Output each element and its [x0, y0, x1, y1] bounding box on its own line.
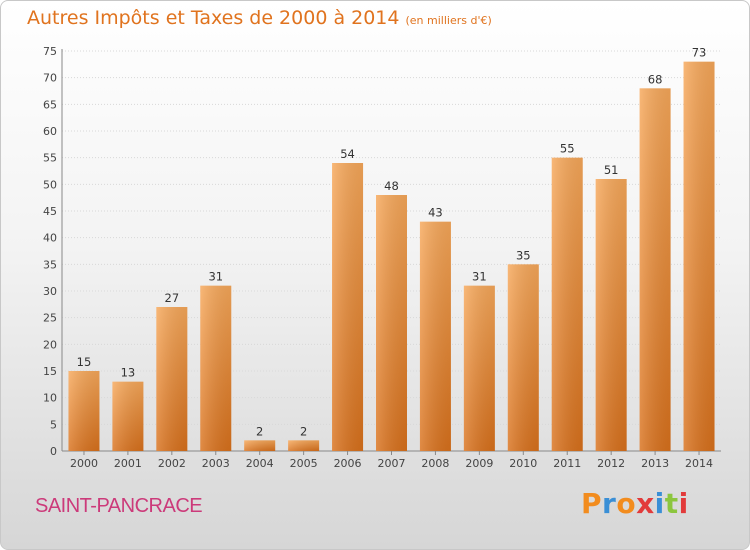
x-tick-label: 2002: [158, 457, 186, 470]
bar-shade: [419, 221, 451, 451]
logo-letter: i: [678, 487, 689, 520]
value-label: 48: [384, 179, 399, 193]
y-tick-label: 60: [43, 125, 57, 138]
x-tick-label: 2000: [70, 457, 98, 470]
x-tick-label: 2004: [246, 457, 274, 470]
value-label: 51: [604, 163, 619, 177]
y-tick-label: 65: [43, 98, 57, 111]
y-tick-label: 45: [43, 205, 57, 218]
y-tick-label: 70: [43, 72, 57, 85]
bar-shade: [639, 88, 671, 451]
chart-title: Autres Impôts et Taxes de 2000 à 2014 (en…: [27, 7, 492, 29]
y-tick-label: 30: [43, 285, 57, 298]
logo-letter: i: [654, 487, 665, 520]
value-label: 73: [692, 46, 707, 60]
y-tick-label: 20: [43, 338, 57, 351]
proxiti-logo: Proxiti: [581, 487, 689, 520]
x-tick-label: 2010: [509, 457, 537, 470]
value-label: 27: [165, 291, 180, 305]
x-tick-label: 2003: [202, 457, 230, 470]
bar-shade: [112, 381, 144, 451]
value-label: 35: [516, 248, 531, 262]
x-tick-label: 2012: [597, 457, 625, 470]
y-tick-label: 50: [43, 178, 57, 191]
y-tick-label: 15: [43, 365, 57, 378]
commune-name: SAINT-PANCRACE: [35, 495, 203, 517]
value-label: 31: [472, 270, 487, 284]
bar-shade: [595, 179, 627, 451]
logo-letter: P: [581, 487, 603, 520]
chart-title-text: Autres Impôts et Taxes de 2000 à 2014: [27, 7, 400, 29]
value-label: 43: [428, 206, 443, 220]
x-tick-label: 2008: [421, 457, 449, 470]
value-label: 68: [648, 72, 663, 86]
y-tick-label: 75: [43, 45, 57, 58]
value-labels: 15 13 27 31 2 2 54 48 43 31 35 55 51 68 73: [77, 46, 707, 439]
x-tick-label: 2013: [641, 457, 669, 470]
bars: [68, 61, 715, 452]
x-tick-label: 2005: [290, 457, 318, 470]
x-tick-label: 2009: [465, 457, 493, 470]
x-tick-label: 2014: [685, 457, 713, 470]
x-tick-label: 2007: [378, 457, 406, 470]
bar-shade: [244, 440, 276, 451]
x-tick-label: 2011: [553, 457, 581, 470]
value-label: 54: [340, 147, 355, 161]
y-tick-label: 35: [43, 258, 57, 271]
x-tick-label: 2001: [114, 457, 142, 470]
x-tick-label: 2006: [334, 457, 362, 470]
y-tick-label: 55: [43, 152, 57, 165]
bar-shade: [376, 195, 407, 451]
y-tick-label: 40: [43, 232, 57, 245]
logo-letter: r: [602, 487, 617, 520]
value-label: 2: [256, 424, 263, 438]
y-tick-label: 5: [50, 418, 57, 431]
y-tick-label: 25: [43, 312, 57, 325]
bar-shade: [507, 264, 539, 451]
bar-shade: [68, 371, 100, 451]
bar-shade: [683, 61, 715, 452]
value-label: 13: [121, 366, 136, 380]
logo-letter: x: [636, 487, 655, 520]
bar-shade: [551, 157, 583, 451]
y-tick-label: 0: [50, 445, 57, 458]
bar-shade: [288, 440, 320, 451]
logo-letter: o: [616, 487, 637, 520]
y-tick-label: 10: [43, 392, 57, 405]
logo-letter: t: [664, 487, 679, 520]
x-tick-labels: 2000 2001 2002 2003 2004 2005 2006 2007 2008 2009…: [70, 457, 713, 470]
bar-shade: [463, 285, 495, 451]
y-tick-labels: 0 5 10 15 20 25 30 35 40 45 50 55 60 65 70 75: [43, 45, 57, 458]
bar-shade: [332, 163, 364, 451]
value-label: 15: [77, 355, 92, 369]
value-label: 2: [300, 424, 307, 438]
bar-shade: [156, 307, 188, 451]
chart-unit: (en milliers d'€): [405, 14, 492, 27]
value-label: 55: [560, 142, 575, 156]
value-label: 31: [208, 270, 223, 284]
bar-shade: [200, 285, 232, 451]
